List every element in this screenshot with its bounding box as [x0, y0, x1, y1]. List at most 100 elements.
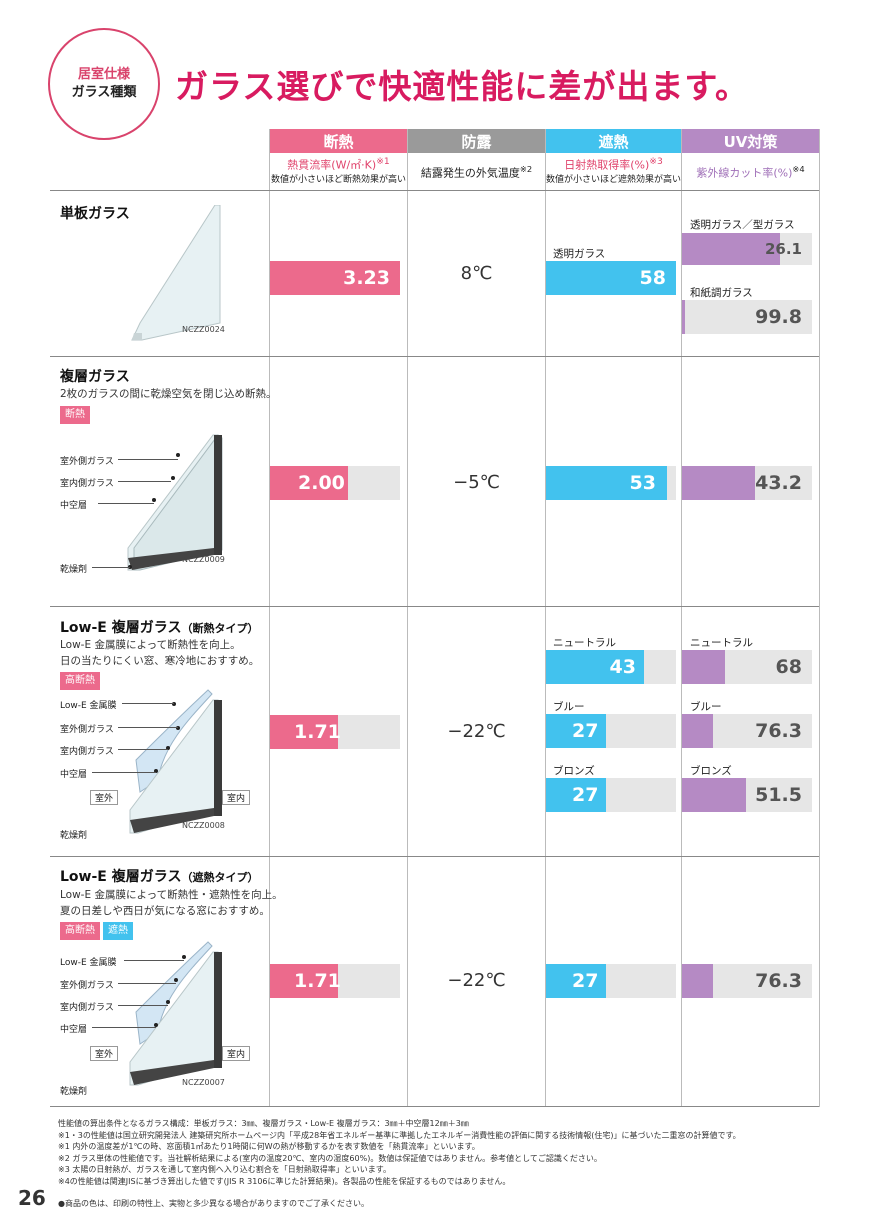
row-lowe1-desc1: Low-E 金属膜によって断熱性を向上。 [60, 639, 241, 651]
double-label-inner: 室内側ガラス [60, 479, 114, 489]
lowe1-label-desiccant: 乾燥剤 [60, 831, 88, 841]
heat-mark: ※1 [376, 156, 390, 167]
lowe1-dew-value: −22℃ [447, 721, 506, 742]
lowe1-title-text: Low-E 複層ガラス [60, 620, 182, 636]
lowe2-heat-bar: 1.71 [270, 964, 400, 998]
uv-metric: 紫外線カット率(%) [696, 166, 793, 180]
lowe2-label-outer: 室外側ガラス [60, 981, 114, 991]
double-heat-value: 2.00 [298, 472, 345, 494]
double-dew-value: −5℃ [453, 472, 500, 493]
row-lowe2-title: Low-E 複層ガラス（遮熱タイプ） [60, 866, 258, 886]
lowe1-label-air: 中空層 [60, 770, 88, 780]
lowe1-b-shade-label: ブルー [553, 701, 585, 713]
lowe1-z-shade-value: 27 [572, 784, 599, 806]
lowe1-n-shade-value: 43 [609, 656, 636, 678]
lowe1-n-shade-bar: 43 [546, 650, 676, 684]
row-double-desc: 2枚のガラスの間に乾燥空気を閉じ込め断熱。 [60, 388, 277, 400]
lowe1-n-uv-label: ニュートラル [690, 637, 753, 649]
lowe2-label-film: Low-E 金属膜 [60, 958, 117, 968]
col-header-shade: 遮熱 [546, 129, 681, 153]
lowe1-subtitle: （断熱タイプ） [181, 622, 259, 635]
lowe2-tag-insulation: 高断熱 [60, 922, 100, 940]
lowe1-code: NCZZ0008 [182, 821, 225, 830]
lowe2-inside-label: 室内 [222, 1046, 251, 1061]
lowe2-glass-illustration [129, 941, 222, 1086]
lowe2-dew-value: −22℃ [447, 970, 506, 991]
double-uv-value: 43.2 [755, 472, 802, 494]
lowe1-z-shade-bar: 27 [546, 778, 676, 812]
shade-metric: 日射熱取得率(%) [564, 158, 650, 172]
lowe2-outside-label: 室外 [90, 1046, 119, 1061]
double-heat-bar: 2.00 [270, 466, 400, 500]
note-line: ※1・3の性能値は国立研究開発法人 建築研究所ホームページ内「平成28年省エネル… [58, 1130, 741, 1140]
col-header-dew: 防露 [408, 129, 545, 153]
double-label-air: 中空層 [60, 501, 88, 511]
lowe1-n-uv-value: 68 [775, 656, 802, 678]
col-header-uv: UV対策 [682, 129, 819, 153]
dew-metric: 結露発生の外気温度 [420, 166, 520, 180]
single-shade-bar: 58 [546, 261, 676, 295]
single-uv2-bar: 99.8 [682, 300, 812, 334]
single-dew-value: 8℃ [460, 263, 493, 284]
lowe2-subtitle: （遮熱タイプ） [181, 871, 259, 884]
row-lowe1-desc2: 日の当たりにくい窓、寒冷地におすすめ。 [60, 655, 260, 667]
note-line: ※3 太陽の日射熱が、ガラスを通して室内側へ入り込む割合を「日射熱取得率」といい… [58, 1165, 391, 1174]
lowe1-z-shade-label: ブロンズ [553, 765, 595, 777]
double-shade-bar: 53 [546, 466, 676, 500]
row-lowe2-desc1: Low-E 金属膜によって断熱性・遮熱性を向上。 [60, 889, 283, 901]
single-uv1-bar: 26.1 [682, 233, 812, 265]
heat-note: 数値が小さいほど断熱効果が高い [270, 174, 406, 185]
lowe2-code: NCZZ0007 [182, 1078, 225, 1087]
page-number: 26 [18, 1186, 46, 1210]
lowe1-n-shade-label: ニュートラル [553, 637, 616, 649]
row-double-title: 複層ガラス [60, 369, 130, 385]
row-single-title: 単板ガラス [60, 206, 130, 222]
col-sub-heat: 熱貫流率(W/㎡·K)※1 数値が小さいほど断熱効果が高い [270, 155, 407, 189]
lowe1-z-uv-label: ブロンズ [690, 765, 732, 777]
double-label-desiccant: 乾燥剤 [60, 565, 88, 575]
lowe1-z-uv-value: 51.5 [755, 784, 802, 806]
single-heat-value: 3.23 [343, 267, 390, 289]
lowe1-z-uv-bar: 51.5 [682, 778, 812, 812]
lowe1-b-uv-bar: 76.3 [682, 714, 812, 748]
heat-metric: 熱貫流率(W/㎡·K) [287, 158, 377, 172]
lowe2-uv-value: 76.3 [755, 970, 802, 992]
lowe2-tag-shade: 遮熱 [103, 922, 133, 940]
lowe1-b-uv-value: 76.3 [755, 720, 802, 742]
double-tag: 断熱 [60, 406, 90, 424]
single-uv1-label: 透明ガラス／型ガラス [690, 219, 795, 231]
lowe1-heat-bar: 1.71 [270, 715, 400, 749]
row-lowe1-title: Low-E 複層ガラス（断熱タイプ） [60, 617, 258, 637]
lowe2-title-text: Low-E 複層ガラス [60, 869, 182, 885]
lowe2-uv-bar: 76.3 [682, 964, 812, 998]
lowe1-label-film: Low-E 金属膜 [60, 701, 117, 711]
lowe1-label-inner: 室内側ガラス [60, 747, 114, 757]
single-shade-label: 透明ガラス [553, 248, 606, 260]
lowe1-b-shade-bar: 27 [546, 714, 676, 748]
double-label-outer: 室外側ガラス [60, 457, 114, 467]
single-shade-value: 58 [639, 267, 666, 289]
spec-badge: 居室仕様 ガラス種類 [48, 28, 160, 140]
double-glass-illustration [127, 434, 223, 571]
single-uv2-label: 和紙調ガラス [690, 287, 753, 299]
lowe1-b-shade-value: 27 [572, 720, 599, 742]
lowe1-glass-illustration [129, 689, 222, 834]
lowe2-shade-value: 27 [572, 970, 599, 992]
double-uv-bar: 43.2 [682, 466, 812, 500]
footnotes: 性能値の算出条件となるガラス構成：単板ガラス：3㎜、複層ガラス・Low-E 複層… [58, 1118, 741, 1187]
col-sub-dew: 結露発生の外気温度※2 [408, 155, 545, 196]
col-sub-uv: 紫外線カット率(%)※4 [682, 155, 819, 196]
lowe1-heat-value: 1.71 [294, 721, 341, 743]
footer-note: ●商品の色は、印刷の特性上、実物と多少異なる場合がありますのでご了承ください。 [58, 1199, 369, 1208]
note-line: ※2 ガラス単体の性能値です。当社解析結果による(室内の温度20℃、室内の湿度6… [58, 1153, 602, 1163]
lowe1-b-uv-label: ブルー [690, 701, 722, 713]
lowe2-heat-value: 1.71 [294, 970, 341, 992]
single-uv2-value: 99.8 [755, 306, 802, 328]
single-uv1-value: 26.1 [764, 240, 802, 258]
note-line: ※4の性能値は関連JISに基づき算出した値です(JIS R 3106に準じた計算… [58, 1176, 511, 1186]
lowe1-label-outer: 室外側ガラス [60, 725, 114, 735]
lowe2-label-desiccant: 乾燥剤 [60, 1087, 88, 1097]
note-line: 性能値の算出条件となるガラス構成：単板ガラス：3㎜、複層ガラス・Low-E 複層… [58, 1119, 469, 1128]
col-header-heat: 断熱 [270, 129, 407, 153]
lowe1-n-uv-bar: 68 [682, 650, 812, 684]
